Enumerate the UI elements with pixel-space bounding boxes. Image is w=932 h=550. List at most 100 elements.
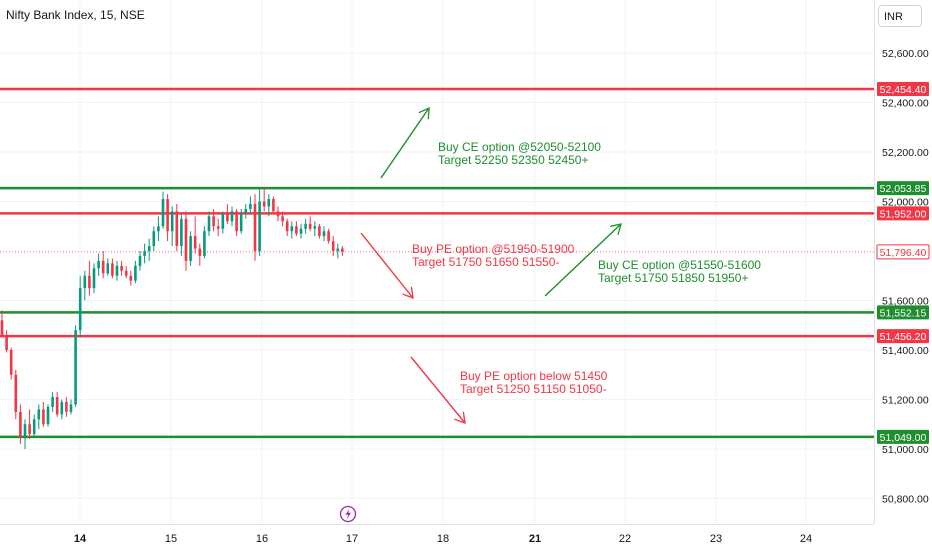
- candle-body: [124, 270, 128, 276]
- candle-body: [134, 265, 137, 281]
- chart-title: Nifty Bank Index, 15, NSE: [6, 8, 145, 22]
- candle-body: [92, 268, 96, 289]
- candle-body: [23, 424, 27, 437]
- candle-body: [276, 211, 280, 217]
- level-price-badge: [877, 429, 929, 444]
- candle-body: [143, 251, 146, 256]
- lightning-icon: [345, 508, 351, 520]
- candle-body: [318, 226, 321, 237]
- candle-body: [299, 228, 303, 234]
- level-price-badge: [877, 329, 929, 344]
- candle-body: [65, 401, 68, 412]
- candle-body: [230, 211, 234, 222]
- candle-body: [37, 409, 41, 420]
- annotation-text: Target 51750 51650 51550-: [412, 255, 559, 269]
- annotation-text: Buy CE option @51550-51600: [598, 258, 761, 272]
- currency-selector[interactable]: INR: [878, 5, 922, 27]
- candle-body: [180, 218, 183, 247]
- candle-body: [308, 223, 312, 229]
- y-tick-label: 52,000.00: [882, 197, 929, 209]
- level-price-badge: [877, 82, 929, 97]
- candle-body: [14, 374, 18, 412]
- price-badge-label: 51,049.00: [880, 432, 927, 444]
- candle-body: [161, 199, 165, 227]
- candle-body: [262, 201, 266, 207]
- arrow-down-icon: [410, 356, 465, 423]
- candle-body: [32, 419, 36, 435]
- candle-body: [336, 248, 340, 251]
- candle-body: [212, 216, 215, 227]
- arrow-up-icon: [380, 108, 429, 179]
- candle-body: [281, 216, 284, 222]
- price-badge-label: 51,456.20: [880, 331, 927, 343]
- candle-body: [203, 231, 206, 256]
- x-tick-label: 17: [346, 533, 358, 545]
- candle-body: [285, 221, 289, 232]
- candle-body: [327, 231, 330, 242]
- candle-body: [184, 218, 188, 261]
- candle-body: [258, 201, 261, 251]
- x-tick-label: 21: [529, 533, 541, 545]
- y-tick-label: 52,400.00: [882, 98, 929, 110]
- candle-body: [55, 397, 59, 415]
- candle-body: [253, 203, 257, 251]
- candle-body: [78, 288, 82, 331]
- candle-body: [42, 409, 45, 425]
- candle-body: [88, 275, 91, 289]
- candle-body: [239, 213, 243, 232]
- candle-body: [244, 208, 248, 214]
- candle-body: [111, 263, 114, 276]
- candle-body: [290, 226, 294, 232]
- candle-body: [9, 350, 13, 375]
- x-tick-label: 24: [800, 533, 812, 545]
- candle-body: [0, 320, 4, 336]
- y-tick-label: 51,400.00: [882, 345, 929, 357]
- candle-body: [152, 231, 156, 247]
- candle-body: [331, 241, 335, 251]
- y-tick-label: 50,800.00: [882, 494, 929, 506]
- annotation-text: Buy CE option @52050-52100: [438, 140, 601, 154]
- candle-body: [51, 397, 54, 407]
- candle-body: [129, 275, 133, 281]
- candle-body: [221, 213, 225, 229]
- candle-body: [249, 203, 252, 209]
- price-badge-label: 51,796.40: [880, 247, 927, 259]
- candle-body: [226, 213, 229, 222]
- candle-body: [69, 404, 73, 412]
- price-badge-label: 51,552.15: [880, 307, 927, 319]
- candle-body: [216, 226, 220, 229]
- candle-body: [198, 248, 202, 256]
- candle-body: [138, 255, 142, 266]
- x-tick-label: 18: [437, 533, 449, 545]
- candle-body: [313, 226, 317, 229]
- candle-body: [28, 424, 31, 435]
- candle-body: [166, 199, 169, 232]
- arrow-up-icon: [544, 224, 621, 297]
- candle-body: [46, 406, 50, 425]
- x-tick-label: 15: [165, 533, 177, 545]
- annotation-text: Buy PE option below 51450: [460, 369, 608, 383]
- y-tick-label: 51,000.00: [882, 444, 929, 456]
- candle-body: [170, 211, 174, 232]
- candle-body: [235, 211, 238, 232]
- x-tick-label: 14: [74, 533, 87, 545]
- price-badge-label: 52,053.85: [880, 183, 927, 195]
- y-tick-label: 52,200.00: [882, 147, 929, 159]
- candle-body: [83, 275, 87, 289]
- price-badge-label: 51,952.00: [880, 208, 927, 220]
- candle-body: [157, 226, 160, 232]
- candle-body: [120, 265, 123, 271]
- level-price-badge: [877, 206, 929, 221]
- price-badge-label: 52,454.40: [880, 84, 927, 96]
- annotation-text: Target 51750 51850 51950+: [598, 271, 748, 285]
- candle-body: [5, 335, 8, 350]
- candle-body: [322, 231, 326, 237]
- candle-body: [175, 211, 179, 247]
- candle-body: [115, 265, 119, 276]
- level-price-badge: [877, 181, 929, 196]
- candle-body: [101, 260, 105, 274]
- y-tick-label: 52,600.00: [882, 48, 929, 60]
- candle-body: [19, 411, 22, 437]
- candle-body: [295, 226, 298, 234]
